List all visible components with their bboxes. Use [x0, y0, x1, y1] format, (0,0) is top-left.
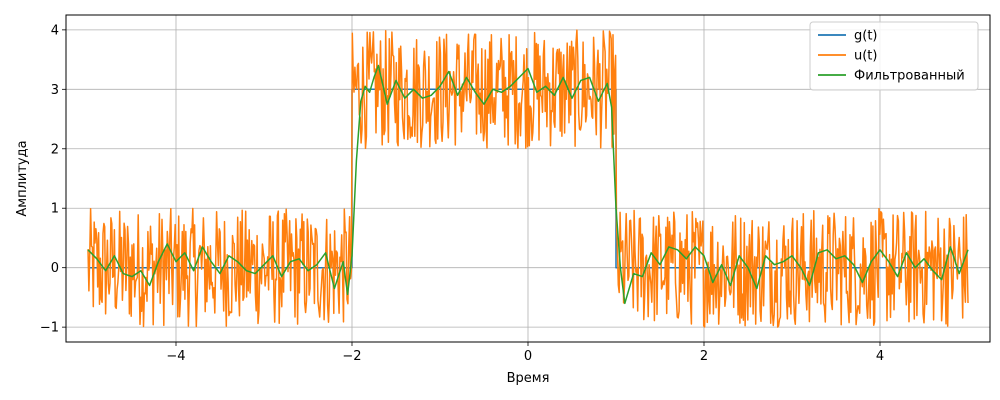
legend: g(t) u(t) Фильтрованный	[809, 21, 979, 91]
y-tick-label: 3	[51, 83, 59, 98]
series-layer	[87, 29, 969, 328]
x-tick-label: 4	[876, 349, 884, 364]
x-tick-label: −4	[166, 349, 185, 364]
series-u-line	[87, 29, 969, 328]
series-filtered-line	[87, 64, 969, 305]
legend-label: u(t)	[854, 49, 877, 64]
x-tick-label: −2	[342, 349, 361, 364]
legend-label: Фильтрованный	[854, 69, 965, 84]
x-tick-label: 2	[700, 349, 708, 364]
y-tick-label: 4	[51, 23, 59, 38]
y-axis-label: Амплитуда	[15, 140, 30, 216]
legend-box	[809, 21, 979, 91]
y-tick-label: −1	[40, 321, 59, 336]
ticks: −4 −2 0 2 4 −1 0 1 2 3 4	[40, 23, 884, 364]
x-axis-label: Время	[507, 371, 550, 386]
y-tick-label: 1	[51, 202, 59, 217]
x-tick-label: 0	[524, 349, 532, 364]
y-tick-label: 0	[51, 261, 59, 276]
legend-label: g(t)	[854, 29, 878, 44]
y-tick-label: 2	[51, 142, 59, 157]
